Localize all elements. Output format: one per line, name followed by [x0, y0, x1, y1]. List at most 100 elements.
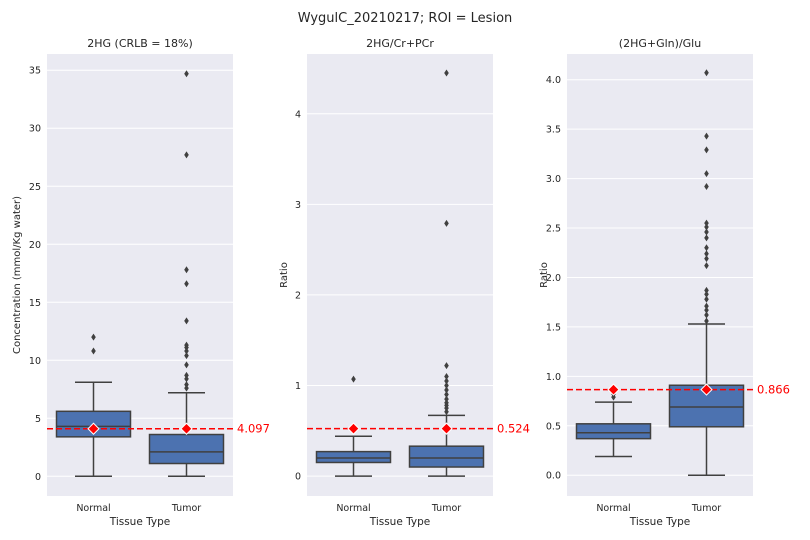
y-tick-label: 4.0	[546, 75, 561, 86]
reference-value-label: 0.866	[757, 383, 790, 397]
outlier-point	[704, 69, 709, 77]
y-tick-label: 5	[35, 414, 41, 425]
outlier-point	[704, 302, 709, 310]
mean-marker	[87, 422, 100, 435]
y-tick-label: 2	[295, 290, 301, 301]
outlier-point	[704, 255, 709, 263]
subplot-1: 0 5 10 15 20 25 30 35 Normal Tumor 4.097 2HG (CRLB …	[12, 37, 270, 528]
outlier-point	[444, 377, 449, 385]
iqr-box	[408, 445, 485, 468]
y-tick-label: 2.5	[546, 224, 561, 235]
outlier-point	[91, 333, 96, 341]
outlier-point	[444, 362, 449, 370]
y-axis-label: Ratio	[279, 262, 290, 288]
x-tick-label: Normal	[336, 503, 370, 514]
mean-marker	[180, 422, 193, 435]
reference-value-label: 0.524	[497, 422, 530, 436]
x-tick-label: Tumor	[691, 503, 721, 514]
outlier-point	[184, 371, 189, 379]
box-tumor	[668, 69, 745, 476]
box-normal	[575, 390, 652, 458]
outlier-point	[184, 352, 189, 360]
outlier-point	[444, 391, 449, 399]
iqr-box	[148, 433, 225, 465]
outlier-point	[444, 382, 449, 389]
y-tick-label: 4	[295, 109, 301, 120]
outlier-point	[351, 375, 356, 383]
y-axis-label: Ratio	[539, 262, 550, 288]
outlier-point	[704, 234, 709, 242]
y-tick-label: 3	[295, 200, 301, 211]
figure-suptitle: WygulC_20210217; ROI = Lesion	[298, 11, 513, 26]
outlier-point	[704, 132, 709, 140]
y-tick-label: 10	[29, 356, 41, 367]
iqr-box	[315, 450, 392, 464]
outlier-point	[184, 151, 189, 159]
outlier-point	[184, 341, 189, 349]
y-tick-label: 0	[295, 472, 301, 483]
outlier-point	[704, 228, 709, 236]
outlier-point	[184, 70, 189, 78]
outlier-point	[704, 262, 709, 270]
x-tick-label: Tumor	[431, 503, 461, 514]
outlier-point	[91, 347, 96, 355]
x-tick-label: Tumor	[171, 503, 201, 514]
outlier-point	[184, 280, 189, 288]
outlier-point	[444, 386, 449, 394]
outlier-point	[704, 170, 709, 178]
outlier-point	[184, 361, 189, 369]
x-tick-label: Normal	[76, 503, 110, 514]
y-tick-label: 35	[29, 66, 41, 77]
y-tick-label: 1.5	[546, 322, 561, 333]
x-axis-label: Tissue Type	[109, 516, 171, 528]
y-tick-label: 1.0	[546, 372, 561, 383]
outlier-point	[704, 146, 709, 154]
outlier-point	[704, 311, 709, 319]
y-tick-label: 3.5	[546, 125, 561, 136]
outlier-point	[444, 399, 449, 407]
outlier-point	[444, 69, 449, 77]
outlier-point	[704, 295, 709, 303]
mean-marker	[347, 422, 360, 435]
box-tumor	[408, 69, 485, 477]
y-tick-label: 1	[295, 381, 301, 392]
outlier-point	[184, 381, 189, 389]
y-tick-label: 30	[29, 124, 41, 135]
mean-marker	[607, 383, 620, 396]
outlier-point	[444, 408, 449, 416]
outlier-point	[444, 395, 449, 403]
y-tick-label: 25	[29, 182, 41, 193]
outlier-point	[184, 266, 189, 274]
outlier-point	[704, 250, 709, 258]
x-axis-label: Tissue Type	[629, 516, 691, 528]
reference-value-label: 4.097	[237, 422, 270, 436]
x-axis-label: Tissue Type	[369, 516, 431, 528]
subplot-2: 0 1 2 3 4 Normal Tumor 0.524 2HG/Cr+PCr Tissue Ty…	[279, 37, 530, 528]
outlier-point	[704, 244, 709, 252]
subplot-title: 2HG (CRLB = 18%)	[87, 37, 193, 50]
box-normal	[315, 375, 392, 477]
y-tick-label: 20	[29, 240, 41, 251]
y-tick-label: 0.5	[546, 421, 561, 432]
subplot-title: (2HG+Gln)/Glu	[619, 37, 701, 50]
outlier-point	[444, 219, 449, 227]
y-tick-label: 0.0	[546, 471, 561, 482]
outlier-point	[704, 219, 709, 227]
y-tick-label: 15	[29, 298, 41, 309]
outlier-point	[704, 183, 709, 191]
subplot-title: 2HG/Cr+PCr	[366, 37, 434, 50]
plot-area	[307, 54, 493, 496]
mean-marker	[700, 383, 713, 396]
outlier-point	[184, 317, 189, 325]
outlier-point	[704, 286, 709, 294]
outlier-point	[704, 306, 709, 314]
iqr-box	[575, 423, 652, 440]
y-tick-label: 3.0	[546, 174, 561, 185]
y-tick-label: 2.0	[546, 273, 561, 284]
outlier-point	[704, 317, 709, 325]
box-tumor	[148, 70, 225, 478]
mean-marker	[440, 422, 453, 435]
y-tick-label: 0	[35, 472, 41, 483]
subplot-3: 0.0 0.5 1.0 1.5 2.0 2.5 3.0 3.5 4.0 Normal Tumor 0.…	[539, 37, 790, 528]
